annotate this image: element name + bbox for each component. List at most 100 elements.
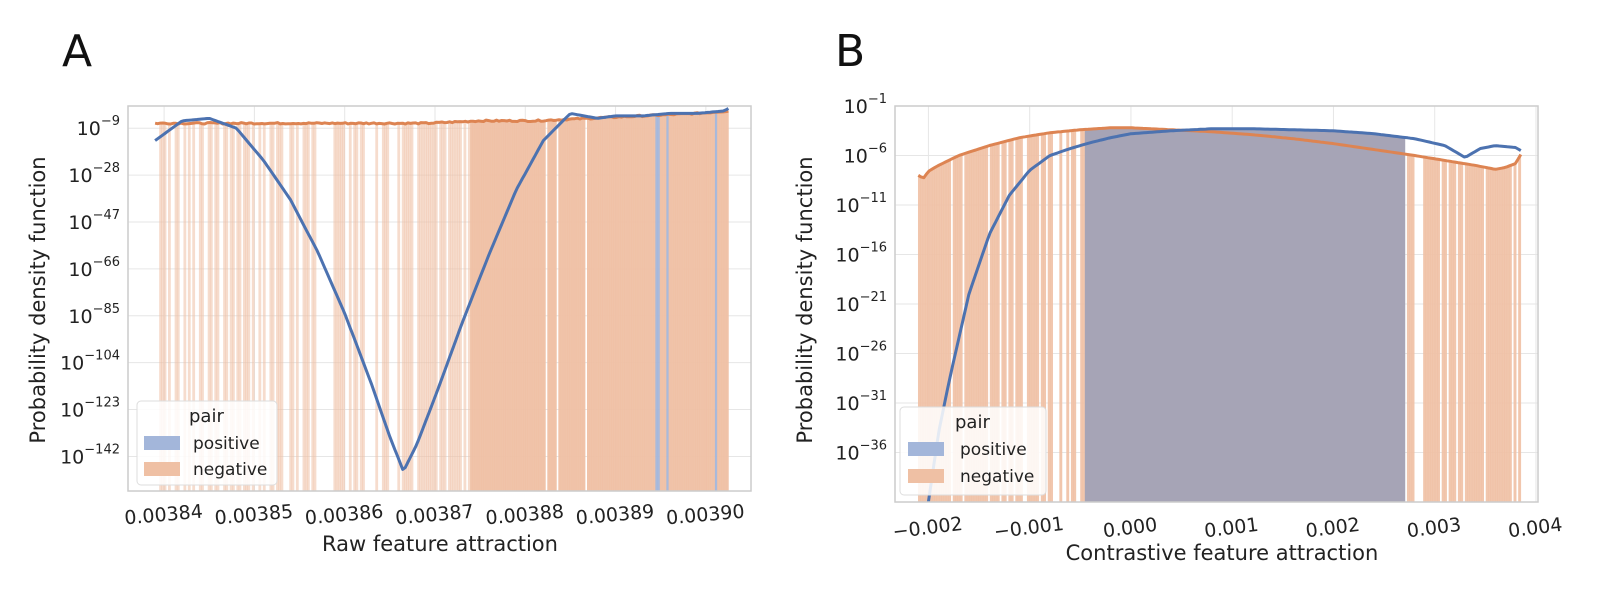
panel-b-histogram-bar xyxy=(966,152,970,502)
panel-a-histogram-bar xyxy=(397,123,401,492)
panel-a-histogram-bar xyxy=(571,119,575,491)
panel-a-histogram-bar xyxy=(313,123,317,492)
panel-b-histogram-bar xyxy=(1374,133,1378,502)
panel-a-histogram-bar xyxy=(536,120,540,491)
panel-b-histogram-bar xyxy=(1029,135,1033,503)
panel-b-histogram-bar xyxy=(989,145,993,503)
panel-b-histogram-bar xyxy=(1033,135,1037,502)
panel-a-histogram-bar xyxy=(487,120,491,492)
panel-a-histogram-bar xyxy=(547,120,551,491)
panel-b-histogram-bar xyxy=(1189,129,1193,502)
panel-a-positive-density-line xyxy=(154,107,730,471)
panel-b-histogram-bar xyxy=(1499,168,1503,502)
panel-b-histogram-bar xyxy=(1309,130,1313,502)
panel-a-histogram-bar xyxy=(362,123,365,492)
panel-a-histogram-bar xyxy=(564,119,568,491)
panel-b-histogram-bar xyxy=(1205,129,1209,502)
panel-b-histogram-bar xyxy=(1372,133,1376,502)
panel-b-histogram-bar xyxy=(1293,129,1297,503)
panel-b-histogram-bar xyxy=(1485,167,1489,503)
panel-b-histogram-bar xyxy=(1126,127,1130,502)
panel-b-histogram-bar xyxy=(1221,128,1225,502)
panel-b-histogram-bar xyxy=(1112,127,1116,502)
panel-b-histogram-bar xyxy=(1094,128,1098,502)
panel-b-histogram-bar xyxy=(1008,140,1012,502)
panel-a-histogram-bar xyxy=(586,118,590,492)
panel-a-histogram-bar xyxy=(523,120,526,492)
panel-b-histogram-bar xyxy=(1379,134,1383,502)
panel-b-histogram-bar xyxy=(1518,156,1522,503)
panel-a-x-tick-label: 0.00387 xyxy=(394,501,474,530)
panel-b-histogram-bar xyxy=(1399,137,1403,502)
panel-a-histogram-bar xyxy=(620,116,623,492)
panel-b-histogram-bar xyxy=(1335,130,1339,502)
panel-a-histogram-bar xyxy=(428,123,432,492)
panel-b-histogram-bar xyxy=(1360,132,1364,502)
panel-b-histogram-bar xyxy=(1291,129,1294,503)
panel-b-histogram-bar xyxy=(1089,129,1093,503)
panel-b-histogram-bar xyxy=(1003,141,1007,502)
panel-a-histogram-bar xyxy=(670,114,674,492)
panel-b-histogram-bar xyxy=(1223,128,1227,502)
panel-a-histogram-bar xyxy=(463,121,467,492)
panel-a-histogram-bar xyxy=(187,123,191,492)
panel-a-histogram-bar xyxy=(505,120,509,492)
panel-a-histogram-bar xyxy=(595,117,599,491)
panel-a-letter: A xyxy=(62,26,92,77)
panel-b-histogram-bar xyxy=(1432,158,1436,502)
panel-b-histogram-bar xyxy=(1121,127,1125,502)
panel-b-histogram-bar xyxy=(1256,128,1260,502)
panel-b-histogram-bar xyxy=(1260,129,1264,502)
panel-b-histogram-bar xyxy=(1133,127,1137,503)
panel-b-histogram-bar xyxy=(1114,127,1118,502)
panel-b-histogram-bar xyxy=(952,157,956,503)
panel-b-histogram-bar xyxy=(1216,128,1220,502)
panel-b-histogram-bar xyxy=(1304,130,1308,502)
panel-a-histogram-bar xyxy=(454,121,458,492)
panel-b-histogram-bar xyxy=(1087,129,1091,502)
panel-a-histogram-bar xyxy=(542,120,546,491)
panel-b-histogram-bar xyxy=(1286,129,1290,503)
panel-b-histogram-bar xyxy=(1170,129,1174,502)
panel-a-histogram-bar xyxy=(549,120,553,492)
panel-b-histogram-bar xyxy=(1168,129,1172,502)
panel-a-histogram-bar xyxy=(161,123,165,492)
panel-a-histogram-bar xyxy=(417,123,421,492)
panel-a-histogram-bar xyxy=(452,122,456,492)
panel-b-negative-density-line xyxy=(917,126,1523,180)
panel-a-histogram-bar xyxy=(518,120,522,492)
panel-a-histogram-bar xyxy=(551,119,555,492)
panel-b-histogram-bar xyxy=(994,143,998,502)
panel-b-histogram-bar xyxy=(1233,128,1237,502)
panel-b-histogram-bar xyxy=(1191,129,1195,502)
panel-b-histogram-bar xyxy=(1131,127,1135,503)
panel-a-histogram-bar xyxy=(176,123,180,492)
panel-a-histogram-bar xyxy=(686,113,690,491)
panel-a-histogram-bar xyxy=(514,120,518,492)
panel-a-histogram-bar xyxy=(289,123,293,492)
panel-a-y-tick-label: 10−66 xyxy=(68,255,120,281)
panel-b-histogram-bar xyxy=(1342,131,1345,503)
panel-b-histogram-bar xyxy=(1098,128,1102,502)
panel-a-histogram-bar xyxy=(295,123,299,492)
panel-b-histogram-bar xyxy=(1230,128,1234,502)
panel-b-y-tick-label: 10−11 xyxy=(835,191,887,217)
panel-a-histogram-bar xyxy=(560,119,564,491)
panel-b-histogram-bar xyxy=(1332,130,1336,502)
panel-b-histogram-bar xyxy=(1265,129,1269,502)
panel-b-histogram-bar xyxy=(1397,136,1401,502)
panel-a-histogram-bar xyxy=(258,123,262,492)
panel-b-histogram-bar xyxy=(1300,129,1304,502)
panel-a-histogram-bar xyxy=(529,120,533,492)
panel-a-histogram-bar xyxy=(648,115,652,492)
panel-b-histogram-bar xyxy=(1325,130,1329,502)
panel-b-histogram-bar xyxy=(1203,129,1206,502)
panel-b-histogram-bar xyxy=(1251,128,1255,502)
panel-a-histogram-bar xyxy=(534,120,537,491)
panel-b-legend-negative-swatch xyxy=(908,469,944,483)
panel-a-histogram-bar xyxy=(342,123,346,492)
panel-b-histogram-bar xyxy=(1010,139,1014,503)
panel-a-y-tick-label: 10−47 xyxy=(68,208,120,234)
panel-a-histogram-bar xyxy=(470,121,473,491)
